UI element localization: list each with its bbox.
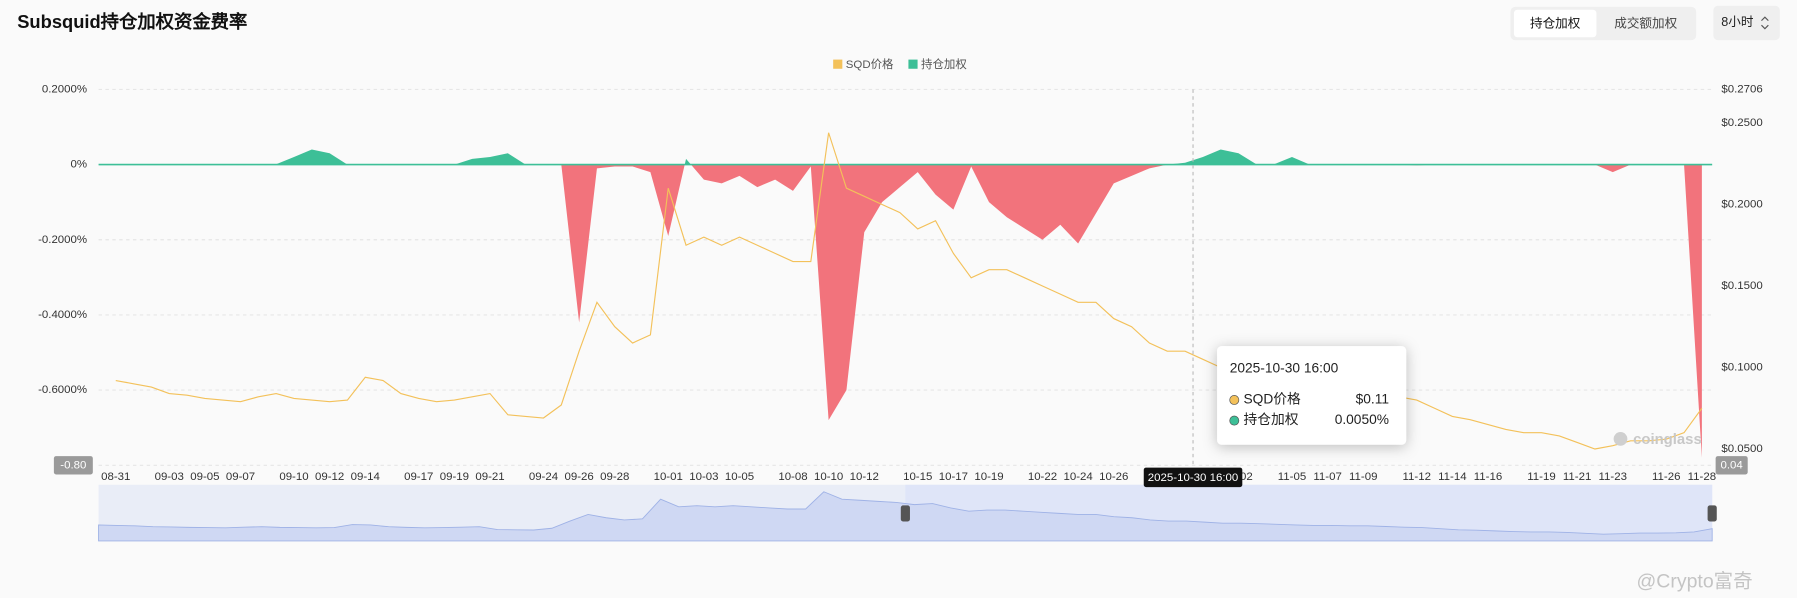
x-tick-label: 09-10 xyxy=(279,471,308,483)
axis-pointer-box xyxy=(1715,456,1748,475)
x-tick-label: 10-08 xyxy=(778,471,807,483)
legend-label: 持仓加权 xyxy=(921,57,967,71)
y2-tick-label: $0.2000 xyxy=(1721,199,1762,211)
interval-label[interactable]: 8小时 xyxy=(1721,15,1754,29)
x-tick-label: 11-26 xyxy=(1652,471,1680,483)
x-tick-label: 11-23 xyxy=(1599,471,1627,483)
y-tick-label: -0.80 xyxy=(60,459,86,471)
select-chevron xyxy=(1761,16,1769,30)
button-label[interactable]: 成交额加权 xyxy=(1614,15,1677,30)
x-tick-label: 09-28 xyxy=(600,471,629,483)
legend-label: SQD价格 xyxy=(846,57,894,71)
price-line xyxy=(115,132,1703,450)
x-tick-label: 11-16 xyxy=(1474,471,1502,483)
x-tick-label: 09-03 xyxy=(155,471,184,483)
tooltip-title: 2025-10-30 16:00 xyxy=(1230,361,1339,376)
x-tick-label: 10-05 xyxy=(725,471,754,483)
x-tick-label: 09-07 xyxy=(226,471,255,483)
x-tick-label: 10-03 xyxy=(689,471,718,483)
x-tick-label: 10-24 xyxy=(1063,471,1093,483)
x-tick-label: 10-12 xyxy=(850,471,879,483)
crosshair-label-box xyxy=(1143,467,1243,488)
tooltip-name: SQD价格 xyxy=(1243,392,1301,407)
y-tick-label: -0.4000% xyxy=(38,309,87,321)
legend-swatch xyxy=(833,59,843,69)
x-tick-label: 11-21 xyxy=(1563,471,1591,483)
x-tick-label: 11-28 xyxy=(1688,471,1716,483)
x-tick-label: 10-26 xyxy=(1099,471,1128,483)
tooltip-dot xyxy=(1229,395,1240,405)
x-tick-label: 10-19 xyxy=(974,471,1003,483)
navigator-handle[interactable] xyxy=(1707,505,1717,522)
x-tick-label: 10-01 xyxy=(654,471,683,483)
y2-tick-label: $0.2706 xyxy=(1721,83,1762,95)
x-tick-label: 11-14 xyxy=(1438,471,1467,483)
y2-tick-label: $0.1000 xyxy=(1721,362,1762,374)
y-tick-label: -0.6000% xyxy=(38,384,87,396)
crosshair-label: 2025-10-30 16:00 xyxy=(1148,472,1238,484)
y-tick-label: 0.2000% xyxy=(42,83,87,95)
tooltip xyxy=(1217,346,1407,445)
x-tick-label: 09-05 xyxy=(190,471,219,483)
x-tick-label: 09-21 xyxy=(475,471,504,483)
y2-tick-label: $0.0500 xyxy=(1721,443,1762,455)
x-tick-label: 09-19 xyxy=(440,471,469,483)
x-tick-label: 09-26 xyxy=(564,471,593,483)
x-tick-label: 08-31 xyxy=(101,471,130,483)
x-tick-label: 11-12 xyxy=(1402,471,1430,483)
legend: SQD价格 持仓加权 xyxy=(833,57,967,71)
x-tick-label: 10-17 xyxy=(939,471,968,483)
x-tick-label: 09-17 xyxy=(404,471,433,483)
tooltip-value: 0.0050% xyxy=(1335,412,1389,427)
y-tick-label: -0.2000% xyxy=(38,234,87,246)
y2-tick-label: 0.04 xyxy=(1721,459,1744,471)
tooltip-value: $0.11 xyxy=(1356,392,1389,407)
interval-select[interactable] xyxy=(1713,5,1780,41)
x-tick-label: 11-19 xyxy=(1527,471,1555,483)
x-tick-label: 09-24 xyxy=(529,471,559,483)
x-tick-label: 09-12 xyxy=(315,471,344,483)
x-tick-label: 11-07 xyxy=(1313,471,1341,483)
x-tick-label: 11-05 xyxy=(1278,471,1306,483)
x-tick-label: 11-09 xyxy=(1349,471,1377,483)
y-tick-label: 0% xyxy=(71,159,88,171)
watermark-logo xyxy=(1613,432,1628,446)
chart-title: Subsquid持仓加权资金费率 xyxy=(17,11,247,32)
credit: @Crypto富奇 xyxy=(1637,570,1753,592)
x-tick-label: 10-15 xyxy=(903,471,932,483)
x-tick-label: 10-10 xyxy=(814,471,843,483)
tooltip-dot xyxy=(1229,415,1240,426)
legend-swatch xyxy=(908,59,918,69)
navigator-handle[interactable] xyxy=(900,505,910,522)
x-tick-label: 10-22 xyxy=(1028,471,1057,483)
tooltip-name: 持仓加权 xyxy=(1243,411,1298,427)
button-active[interactable] xyxy=(1513,9,1597,38)
watermark: coinglass xyxy=(1633,432,1702,448)
y2-tick-label: $0.1500 xyxy=(1721,280,1762,292)
y2-tick-label: $0.2500 xyxy=(1721,117,1762,129)
x-tick-label: 09-14 xyxy=(351,471,381,483)
axis-pointer-box xyxy=(53,456,93,475)
button-label[interactable]: 持仓加权 xyxy=(1530,15,1581,30)
